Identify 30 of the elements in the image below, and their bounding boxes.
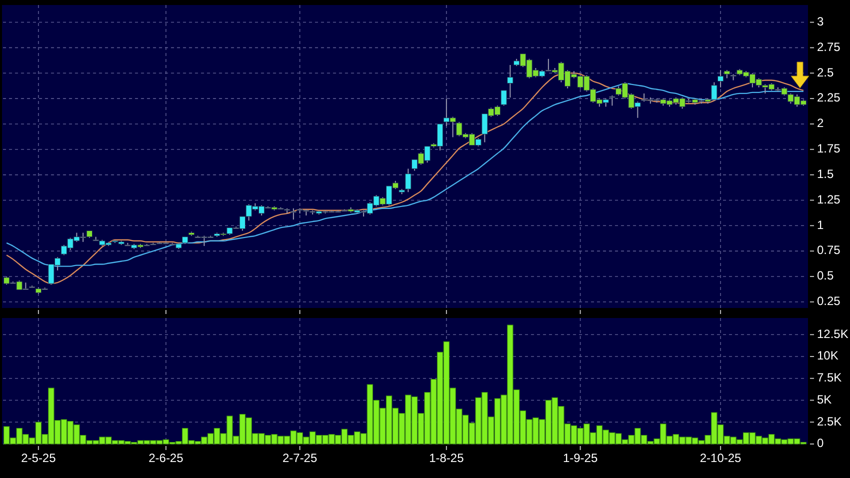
y-tick-label: 0.25 — [817, 294, 841, 308]
x-tick-label: 1-9-25 — [562, 451, 598, 465]
y-tick-label: 2.25 — [817, 90, 841, 105]
y-tick-label: 2.5 — [817, 65, 834, 80]
x-tick-label: 2-5-25 — [21, 451, 56, 465]
y-tick-label: 1.5 — [817, 166, 834, 181]
candlestick — [500, 90, 507, 106]
y-tick-label: 0.5 — [817, 268, 834, 283]
candlestick — [718, 70, 724, 88]
y-tick-label: 2.5K — [817, 414, 842, 428]
y-tick-label: 1 — [817, 218, 824, 232]
y-tick-label: 1.75 — [817, 142, 841, 156]
y-tick-label: 10K — [817, 348, 838, 363]
x-tick-label: 2-7-25 — [282, 451, 318, 465]
y-tick-label: 2.75 — [817, 40, 841, 54]
y-tick-label: 5K — [817, 392, 832, 406]
y-tick-label: 0 — [817, 436, 824, 450]
y-tick-label: 2 — [817, 116, 824, 130]
y-tick-label: 3 — [817, 14, 824, 28]
y-tick-label: 1.25 — [817, 192, 841, 206]
y-tick-label: 7.5K — [817, 370, 842, 385]
y-tick-label: 12.5K — [817, 326, 848, 341]
candlestick — [290, 208, 296, 220]
x-tick-label: 1-8-25 — [429, 451, 464, 465]
candlestick — [507, 64, 514, 98]
candlestick — [405, 168, 412, 193]
y-tick-label: 0.75 — [817, 243, 841, 258]
x-tick-label: 2-6-25 — [148, 451, 184, 465]
candlestick — [609, 94, 616, 106]
x-tick-label: 2-10-25 — [700, 451, 742, 465]
